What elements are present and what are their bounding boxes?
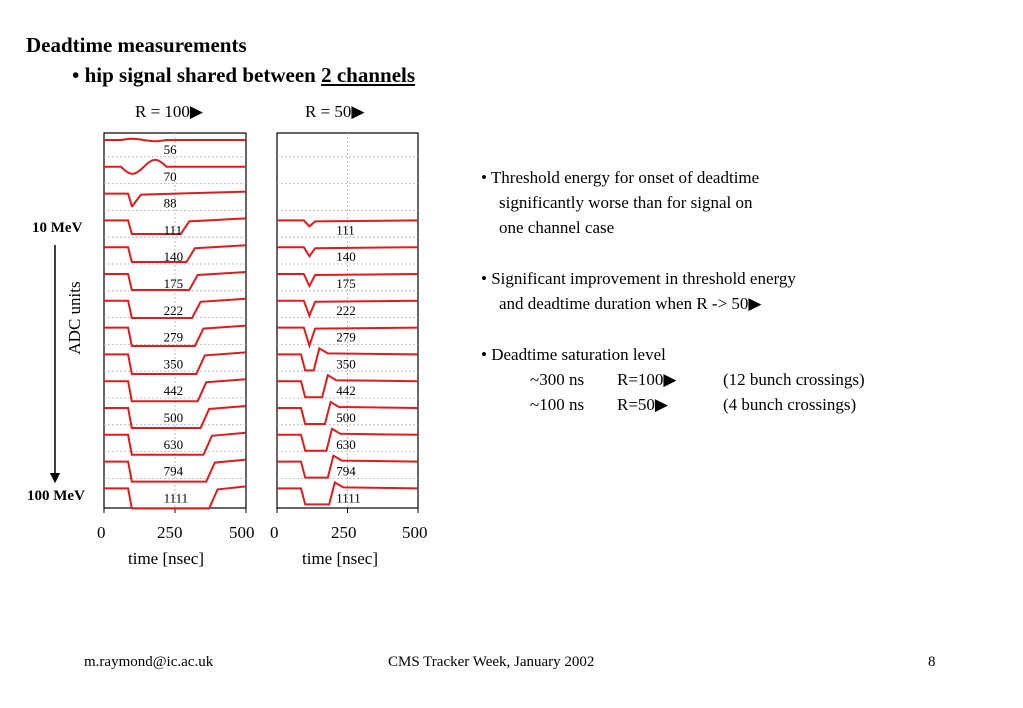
right-x-tick-0: 0 <box>270 523 279 542</box>
footer-event: CMS Tracker Week, January 2002 <box>388 654 595 670</box>
right-trace-label-222: 222 <box>336 303 356 318</box>
left-trace-794 <box>104 458 247 483</box>
subtitle-underlined: 2 channels <box>321 63 416 87</box>
left-trace-label-794: 794 <box>164 464 184 479</box>
left-trace-1111 <box>104 485 247 510</box>
right-trace-label-350: 350 <box>336 356 356 371</box>
left-panel: 56 70 88 111 140 175 222 279 350 442 500 630 794 1111 <box>103 132 247 513</box>
right-trace-350 <box>277 346 419 372</box>
left-trace-label-175: 175 <box>164 276 184 291</box>
sat-time: ~300 ns <box>530 370 585 389</box>
left-trace-56 <box>104 137 246 143</box>
subtitle-prefix: • hip signal shared between <box>72 63 322 87</box>
left-x-tick-250: 250 <box>157 523 183 542</box>
right-panel: 111 140 175 222 279 350 442 500 630 794 1111 <box>276 132 419 513</box>
bullet-3-title: • Deadtime saturation level <box>481 345 666 364</box>
energy-bottom-label: 100 MeV <box>27 488 85 504</box>
left-trace-label-222: 222 <box>164 303 184 318</box>
right-panel-label: R = 50▶ <box>305 102 365 121</box>
right-trace-500 <box>277 400 419 425</box>
sat-r: R=100▶ <box>617 370 677 389</box>
right-trace-175 <box>277 273 419 289</box>
left-x-axis-title: time [nsec] <box>128 549 204 568</box>
saturation-row-r100: ~300 ns R=100▶ (12 bunch crossings) <box>481 367 865 392</box>
sat-bx: (12 bunch crossings) <box>723 370 865 389</box>
left-trace-label-1111: 1111 <box>164 490 189 505</box>
right-trace-label-111: 111 <box>336 222 355 237</box>
bullet-improvement: • Significant improvement in threshold e… <box>481 266 796 316</box>
right-x-axis-title: time [nsec] <box>302 549 378 568</box>
right-trace-222 <box>277 299 419 319</box>
left-trace-label-630: 630 <box>164 437 184 452</box>
left-trace-88 <box>104 190 247 207</box>
left-trace-label-140: 140 <box>164 249 184 264</box>
left-trace-111 <box>104 217 247 235</box>
right-x-tick-250: 250 <box>331 523 357 542</box>
slide-subtitle: • hip signal shared between 2 channels <box>72 63 415 88</box>
left-trace-442 <box>104 378 247 403</box>
right-trace-label-140: 140 <box>336 249 356 264</box>
energy-top-label: 10 MeV <box>32 220 83 236</box>
left-trace-140 <box>104 244 247 263</box>
right-x-tick-500: 500 <box>402 523 428 542</box>
left-trace-label-500: 500 <box>164 410 184 425</box>
right-trace-label-1111: 1111 <box>336 490 361 505</box>
left-x-tick-500: 500 <box>229 523 255 542</box>
left-trace-label-70: 70 <box>164 169 177 184</box>
right-trace-140 <box>277 246 419 259</box>
left-trace-label-111: 111 <box>164 222 183 237</box>
saturation-row-r50: ~100 ns R=50▶ (4 bunch crossings) <box>481 392 865 417</box>
right-trace-279 <box>277 326 419 349</box>
left-trace-350 <box>104 351 247 375</box>
left-trace-630 <box>104 431 247 456</box>
page-number: 8 <box>928 654 936 670</box>
bullet-1-line-3: one channel case <box>499 218 615 237</box>
sat-bx: (4 bunch crossings) <box>723 395 857 414</box>
left-panel-label: R = 100▶ <box>135 102 203 121</box>
left-trace-label-88: 88 <box>164 196 177 211</box>
right-trace-label-279: 279 <box>336 330 356 345</box>
left-trace-500 <box>104 405 247 429</box>
left-trace-label-350: 350 <box>164 356 184 371</box>
left-trace-175 <box>104 271 247 291</box>
left-trace-279 <box>104 324 247 347</box>
right-trace-label-500: 500 <box>336 410 356 425</box>
bullet-1-line-1: • Threshold energy for onset of deadtime <box>481 168 760 187</box>
right-trace-label-794: 794 <box>336 464 356 479</box>
right-trace-label-442: 442 <box>336 383 356 398</box>
right-trace-1111 <box>277 480 419 506</box>
left-trace-label-279: 279 <box>164 330 184 345</box>
bullet-2-line-2: and deadtime duration when R -> 50▶ <box>499 294 762 313</box>
right-trace-630 <box>277 427 419 452</box>
bullet-1-line-2: significantly worse than for signal on <box>499 193 753 212</box>
bullet-saturation: • Deadtime saturation level ~300 ns R=10… <box>481 342 865 417</box>
right-trace-794 <box>277 454 419 479</box>
right-trace-label-175: 175 <box>336 276 356 291</box>
right-trace-442 <box>277 373 419 399</box>
left-trace-label-56: 56 <box>164 142 178 157</box>
sat-r: R=50▶ <box>617 395 668 414</box>
left-x-tick-0: 0 <box>97 523 106 542</box>
slide-title: Deadtime measurements <box>26 33 247 57</box>
right-trace-111 <box>277 219 419 228</box>
right-trace-label-630: 630 <box>336 437 356 452</box>
left-trace-222 <box>104 297 247 319</box>
left-trace-70 <box>104 158 246 175</box>
bullet-2-line-1: • Significant improvement in threshold e… <box>481 269 796 288</box>
footer-email: m.raymond@ic.ac.uk <box>84 654 214 670</box>
left-trace-label-442: 442 <box>164 383 184 398</box>
bullet-threshold-onset: • Threshold energy for onset of deadtime… <box>481 165 759 240</box>
sat-time: ~100 ns <box>530 395 585 414</box>
